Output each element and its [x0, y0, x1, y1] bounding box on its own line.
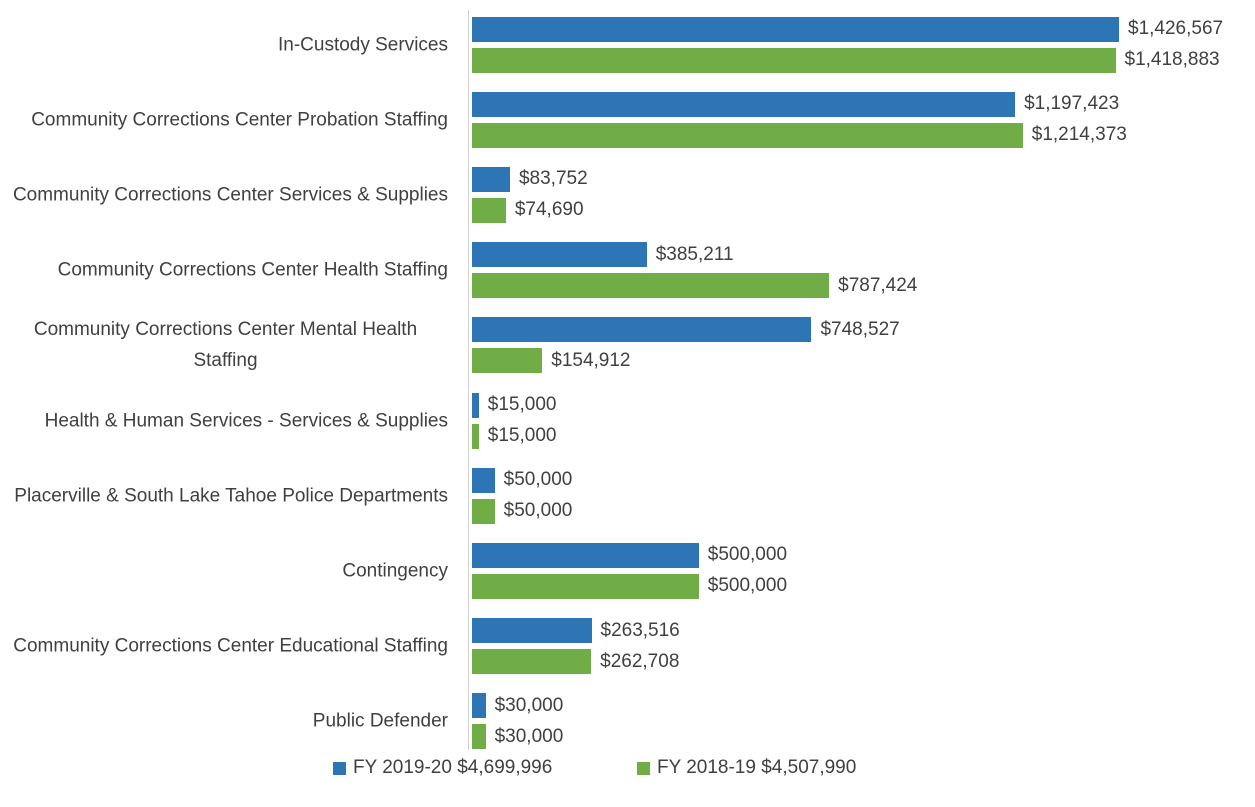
- value-label: $50,000: [503, 469, 573, 491]
- value-label: $263,516: [600, 619, 680, 641]
- value-label: $1,197,423: [1024, 93, 1120, 115]
- legend-label: FY 2018-19 $4,507,990: [657, 757, 857, 778]
- value-label: $500,000: [707, 544, 788, 566]
- bar: [472, 392, 479, 418]
- category-label-box: Community Corrections Center Mental Heal…: [3, 314, 448, 376]
- value-label: $50,000: [503, 500, 573, 522]
- category-label: Community Corrections Center Services & …: [12, 184, 448, 206]
- legend-swatch: [333, 761, 346, 775]
- bar: [472, 467, 495, 493]
- value-label: $1,214,373: [1031, 124, 1127, 146]
- legend-swatch: [637, 761, 650, 775]
- value-label: $385,211: [655, 243, 734, 265]
- bar: [472, 724, 486, 750]
- category-axis: [468, 10, 469, 750]
- bar: [472, 91, 1016, 117]
- legend-item: FY 2018-19 $4,507,990: [637, 757, 856, 779]
- category-label-box: Health & Human Services - Services & Sup…: [3, 405, 448, 436]
- value-label: $787,424: [838, 274, 918, 296]
- bar: [472, 542, 699, 568]
- bar: [472, 16, 1119, 42]
- category-label: Public Defender: [312, 710, 448, 732]
- category-label: Placerville & South Lake Tahoe Police De…: [14, 485, 448, 507]
- category-label-box: In-Custody Services: [3, 29, 448, 60]
- bar: [472, 242, 647, 268]
- value-label: $83,752: [518, 168, 588, 190]
- bar: [472, 423, 479, 449]
- category-label: Health & Human Services - Services & Sup…: [44, 410, 448, 431]
- category-label: Community Corrections Center Mental Heal…: [33, 319, 418, 372]
- category-label: Community Corrections Center Educational…: [13, 635, 448, 657]
- category-label-box: Community Corrections Center Services & …: [3, 179, 448, 210]
- bar: [472, 273, 830, 299]
- category-label-box: Placerville & South Lake Tahoe Police De…: [3, 480, 448, 511]
- category-label-box: Community Corrections Center Probation S…: [3, 104, 448, 135]
- bar: [472, 197, 506, 223]
- category-label: Community Corrections Center Probation S…: [31, 109, 448, 131]
- category-label: Contingency: [342, 560, 448, 582]
- value-label: $15,000: [487, 425, 557, 446]
- value-label: $1,418,883: [1124, 49, 1220, 70]
- value-label: $74,690: [514, 199, 584, 221]
- legend-item: FY 2019-20 $4,699,996: [333, 757, 552, 779]
- category-label-box: Community Corrections Center Educational…: [3, 631, 448, 662]
- bar: [472, 348, 543, 374]
- value-label: $262,708: [600, 650, 680, 672]
- bar: [472, 498, 495, 524]
- value-label: $30,000: [494, 725, 564, 747]
- category-label: Community Corrections Center Health Staf…: [57, 259, 448, 281]
- bar: [472, 166, 510, 192]
- legend-label: FY 2019-20 $4,699,996: [353, 757, 553, 778]
- value-label: $500,000: [707, 575, 788, 597]
- category-label-box: Public Defender: [3, 706, 448, 737]
- value-label: $30,000: [494, 694, 564, 716]
- bar: [472, 618, 592, 644]
- category-label: In-Custody Services: [277, 34, 448, 55]
- value-label: $154,912: [551, 349, 631, 371]
- bar: [472, 317, 812, 343]
- value-label: $1,426,567: [1128, 18, 1224, 39]
- bar: [472, 693, 486, 719]
- value-label: $748,527: [820, 318, 900, 340]
- bar: [472, 649, 592, 675]
- bar: [472, 122, 1023, 148]
- category-label-box: Community Corrections Center Health Staf…: [3, 255, 448, 286]
- bar: [472, 47, 1116, 73]
- bar: [472, 573, 699, 599]
- value-label: $15,000: [487, 394, 557, 415]
- category-label-box: Contingency: [3, 555, 448, 586]
